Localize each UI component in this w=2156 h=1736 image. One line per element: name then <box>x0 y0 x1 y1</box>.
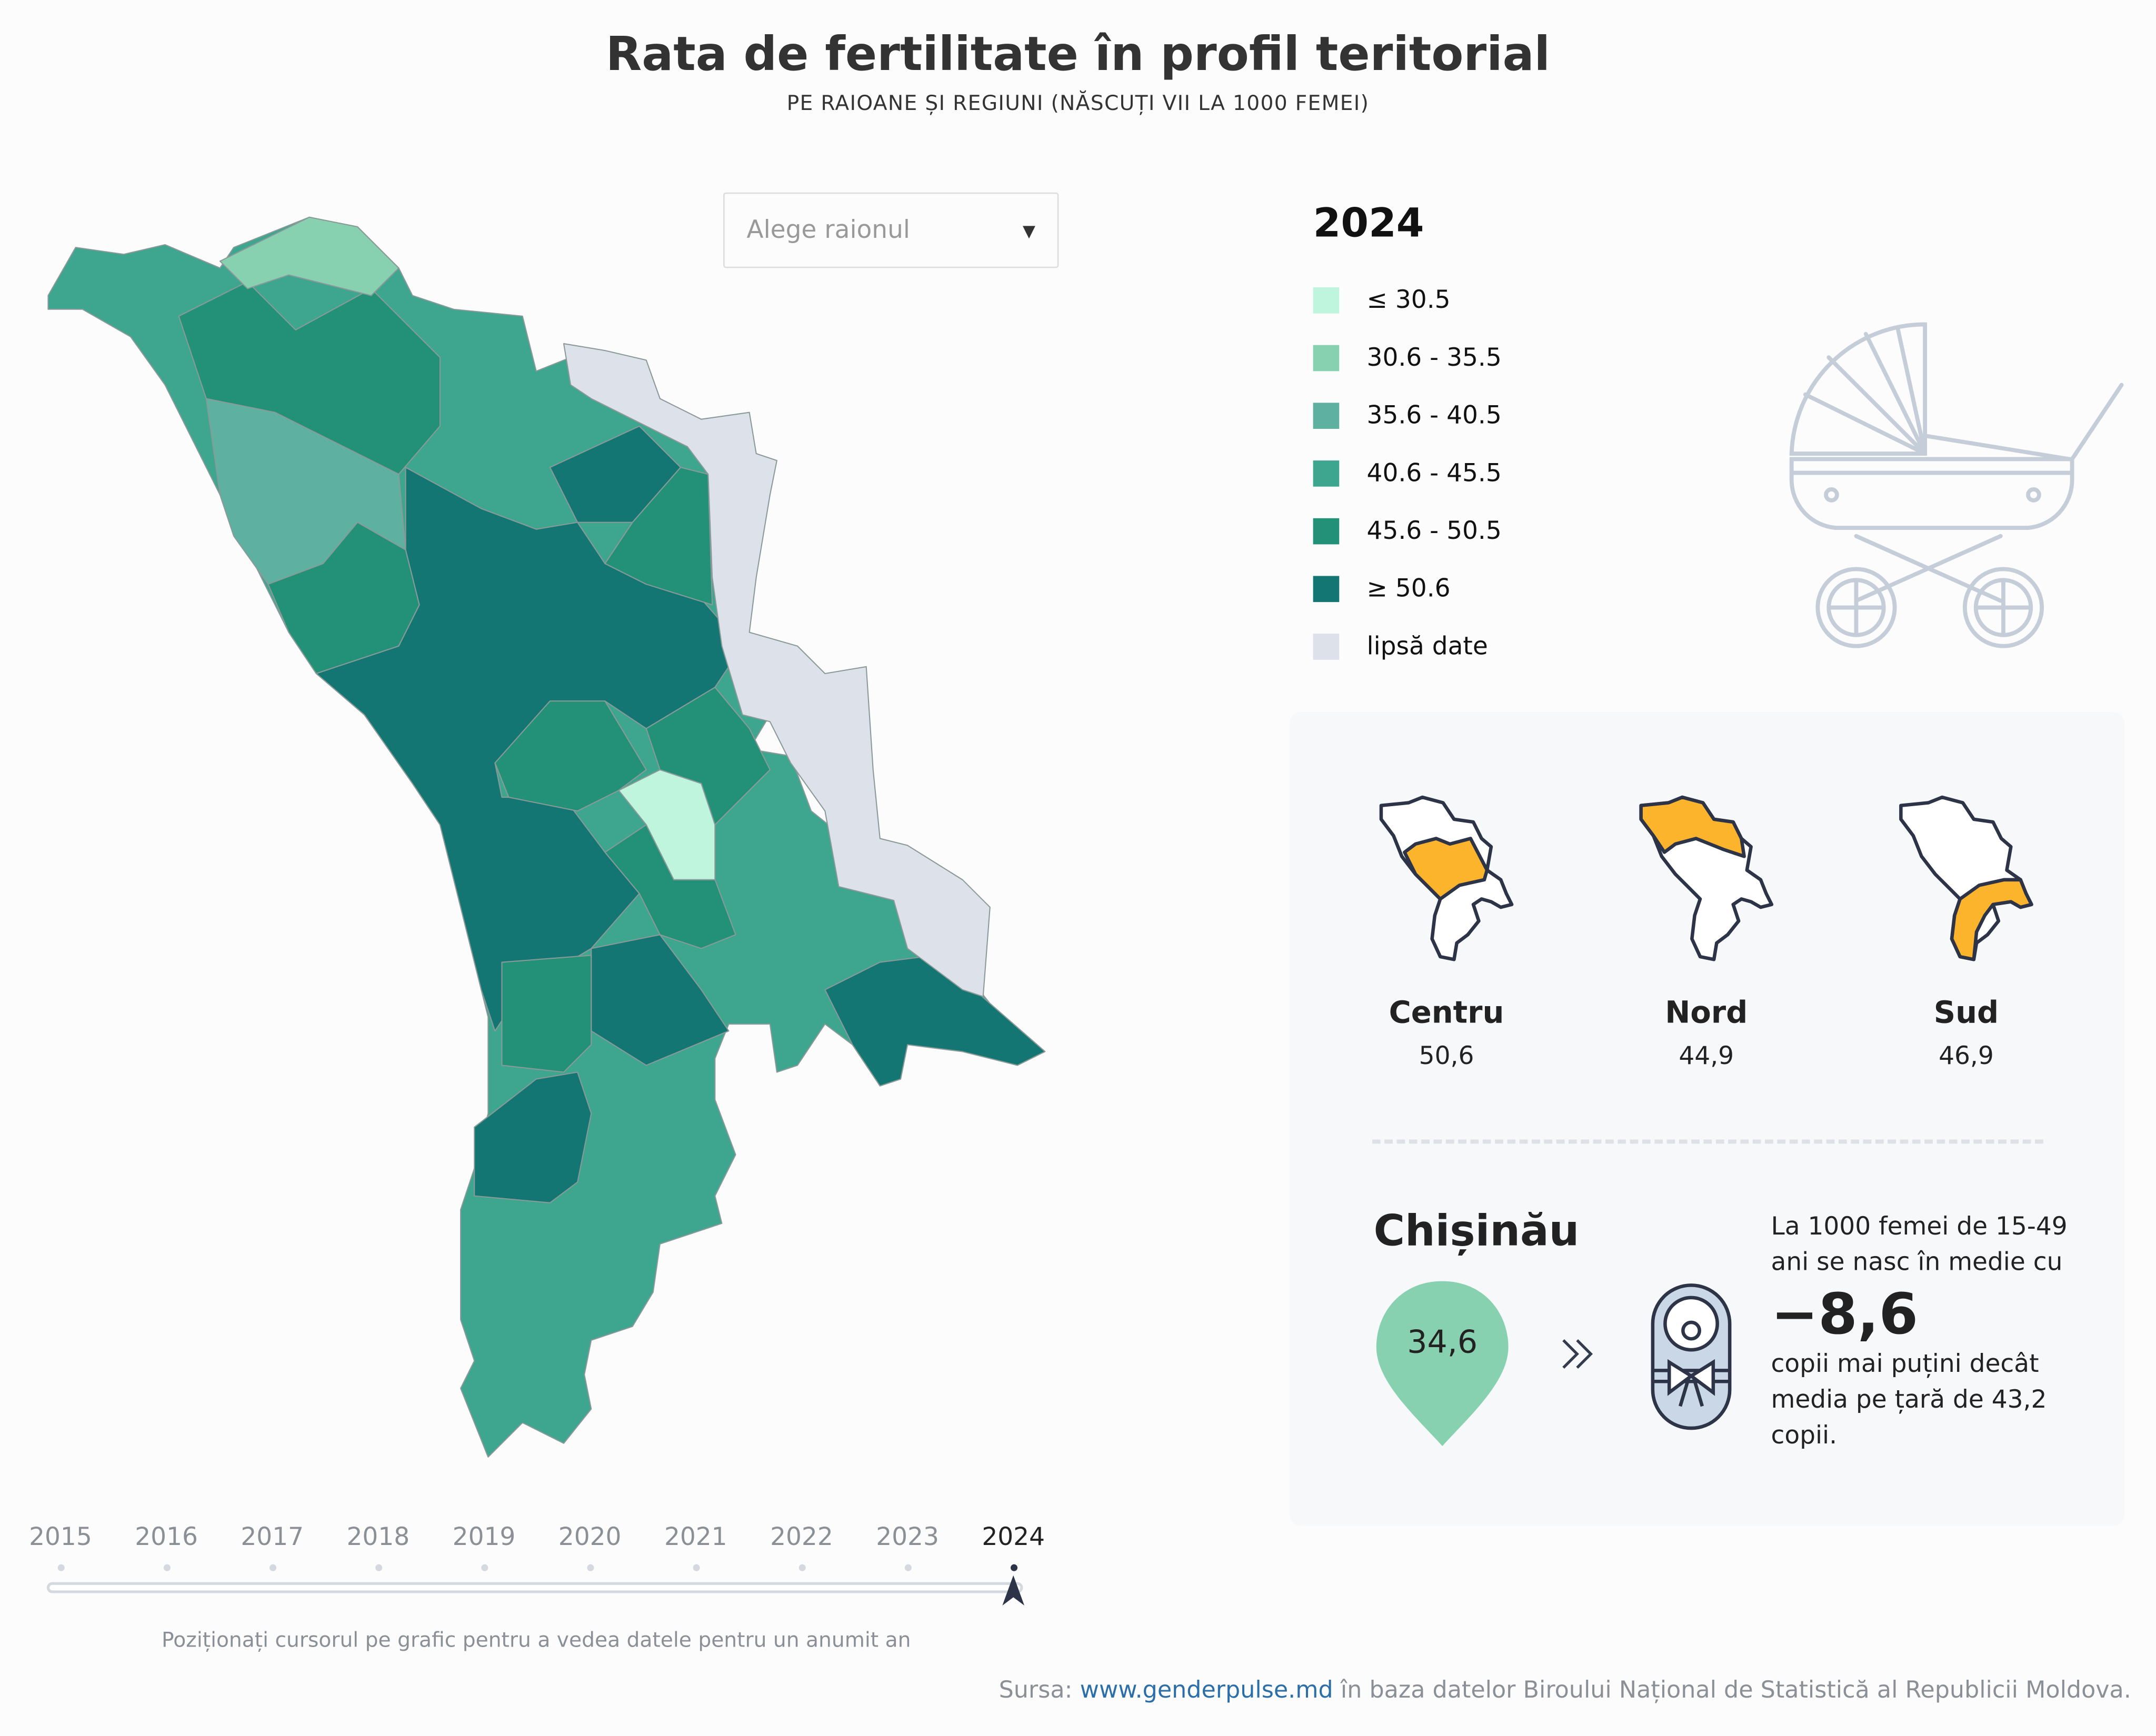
legend-label: ≥ 50.6 <box>1366 574 1451 603</box>
timeline-tick <box>268 1564 276 1571</box>
timeline-year[interactable]: 2024 <box>982 1523 1045 1552</box>
page-subtitle: PE RAIOANE ȘI REGIUNI (NĂSCUȚI VII LA 10… <box>786 91 1370 116</box>
stroller-icon <box>1789 322 2124 648</box>
legend-year: 2024 <box>1313 199 1424 246</box>
timeline-tick <box>798 1564 805 1571</box>
source-note: Sursa: www.genderpulse.md în baza datelo… <box>999 1677 2131 1704</box>
district-select[interactable]: Alege raionul ▼ <box>723 192 1059 268</box>
map-district[interactable] <box>474 1071 592 1203</box>
legend-item[interactable]: 30.6 - 35.5 <box>1313 328 1502 386</box>
timeline-slider-handle[interactable] <box>1000 1575 1027 1609</box>
comparison-text-after: copii mai puțini decât media pe țară de … <box>1771 1350 2047 1450</box>
comparison-text-before: La 1000 femei de 15-49 ani se nasc în me… <box>1771 1212 2068 1277</box>
region-card-sud[interactable]: Sud 46,9 <box>1870 795 2063 1071</box>
city-name: Chișinău <box>1373 1207 1580 1257</box>
map-district[interactable] <box>824 955 1046 1087</box>
caret-down-icon: ▼ <box>1022 220 1035 240</box>
timeline-year[interactable]: 2019 <box>452 1523 516 1552</box>
region-value: 50,6 <box>1419 1042 1474 1071</box>
district-select-placeholder: Alege raionul <box>746 216 910 245</box>
timeline-tick <box>480 1564 488 1571</box>
legend-swatch <box>1313 575 1340 601</box>
timeline-hint: Poziționați cursorul pe grafic pentru a … <box>162 1627 911 1652</box>
timeline-year[interactable]: 2023 <box>876 1523 939 1552</box>
city-value: 34,6 <box>1407 1325 1478 1361</box>
difference-value: −8,6 <box>1771 1281 1918 1347</box>
timeline-slider-track[interactable] <box>46 1582 1023 1593</box>
double-chevron-right-icon <box>1562 1339 1593 1369</box>
region-value: 46,9 <box>1939 1042 1994 1071</box>
choropleth-map[interactable] <box>0 0 1100 1512</box>
legend: 2024 ≤ 30.5 30.6 - 35.5 35.6 - 40.5 40.6 - … <box>1313 199 1502 675</box>
divider <box>1372 1139 2043 1144</box>
comparison-text: La 1000 femei de 15-49 ani se nasc în me… <box>1771 1210 2088 1454</box>
legend-item[interactable]: ≤ 30.5 <box>1313 271 1502 329</box>
timeline-year[interactable]: 2017 <box>241 1523 304 1552</box>
map-district[interactable] <box>501 955 592 1073</box>
legend-swatch <box>1313 402 1340 428</box>
map-district[interactable] <box>219 216 400 296</box>
legend-label: 35.6 - 40.5 <box>1366 400 1502 430</box>
baby-icon <box>1651 1283 1732 1430</box>
timeline-tick <box>374 1564 382 1571</box>
legend-item[interactable]: 45.6 - 50.5 <box>1313 501 1502 559</box>
region-name: Sud <box>1933 996 1999 1031</box>
region-value: 44,9 <box>1679 1042 1734 1071</box>
region-name: Centru <box>1389 996 1504 1031</box>
legend-swatch <box>1313 286 1340 313</box>
timeline-year[interactable]: 2020 <box>558 1523 622 1552</box>
map-district[interactable] <box>494 700 647 812</box>
timeline-year[interactable]: 2018 <box>346 1523 410 1552</box>
timeline-tick <box>692 1564 700 1571</box>
legend-item[interactable]: ≥ 50.6 <box>1313 559 1502 617</box>
timeline-tick <box>1010 1564 1017 1571</box>
legend-item[interactable]: 40.6 - 45.5 <box>1313 444 1502 502</box>
legend-label: 30.6 - 35.5 <box>1366 343 1502 372</box>
legend-label: 45.6 - 50.5 <box>1366 516 1502 545</box>
source-link[interactable]: www.genderpulse.md <box>1080 1677 1333 1705</box>
source-prefix: Sursa: <box>999 1677 1080 1705</box>
timeline-tick <box>163 1564 170 1571</box>
timeline-year[interactable]: 2021 <box>664 1523 727 1552</box>
map-district[interactable] <box>563 343 991 997</box>
region-map-icon <box>1639 795 1774 961</box>
summary-panel: Centru 50,6 Nord 44,9 Sud 46,9 Chișinău 34,6 … <box>1290 712 2124 1526</box>
timeline-tick <box>904 1564 911 1571</box>
timeline-year[interactable]: 2016 <box>135 1523 198 1552</box>
legend-swatch <box>1313 633 1340 659</box>
legend-swatch <box>1313 459 1340 486</box>
legend-label: 40.6 - 45.5 <box>1366 458 1502 488</box>
source-suffix: în baza datelor Biroului Național de Sta… <box>1333 1677 2131 1705</box>
legend-label: ≤ 30.5 <box>1366 285 1451 314</box>
legend-item[interactable]: 35.6 - 40.5 <box>1313 386 1502 444</box>
page-title: Rata de fertilitate în profil teritorial <box>605 27 1550 83</box>
region-card-centru[interactable]: Centru 50,6 <box>1350 795 1543 1071</box>
map-district[interactable] <box>604 467 713 606</box>
region-map-icon <box>1899 795 2033 961</box>
legend-item[interactable]: lipsă date <box>1313 617 1502 675</box>
legend-label: lipsă date <box>1366 631 1488 661</box>
map-district[interactable] <box>604 824 736 949</box>
region-map-icon <box>1379 795 1514 961</box>
region-card-nord[interactable]: Nord 44,9 <box>1610 795 1803 1071</box>
timeline-tick <box>57 1564 64 1571</box>
timeline-year[interactable]: 2015 <box>29 1523 92 1552</box>
legend-swatch <box>1313 517 1340 544</box>
map-pin-icon <box>1376 1281 1509 1447</box>
legend-swatch <box>1313 344 1340 370</box>
timeline-year[interactable]: 2022 <box>770 1523 833 1552</box>
timeline-tick <box>586 1564 594 1571</box>
map-district[interactable] <box>178 281 441 475</box>
region-name: Nord <box>1665 996 1748 1031</box>
